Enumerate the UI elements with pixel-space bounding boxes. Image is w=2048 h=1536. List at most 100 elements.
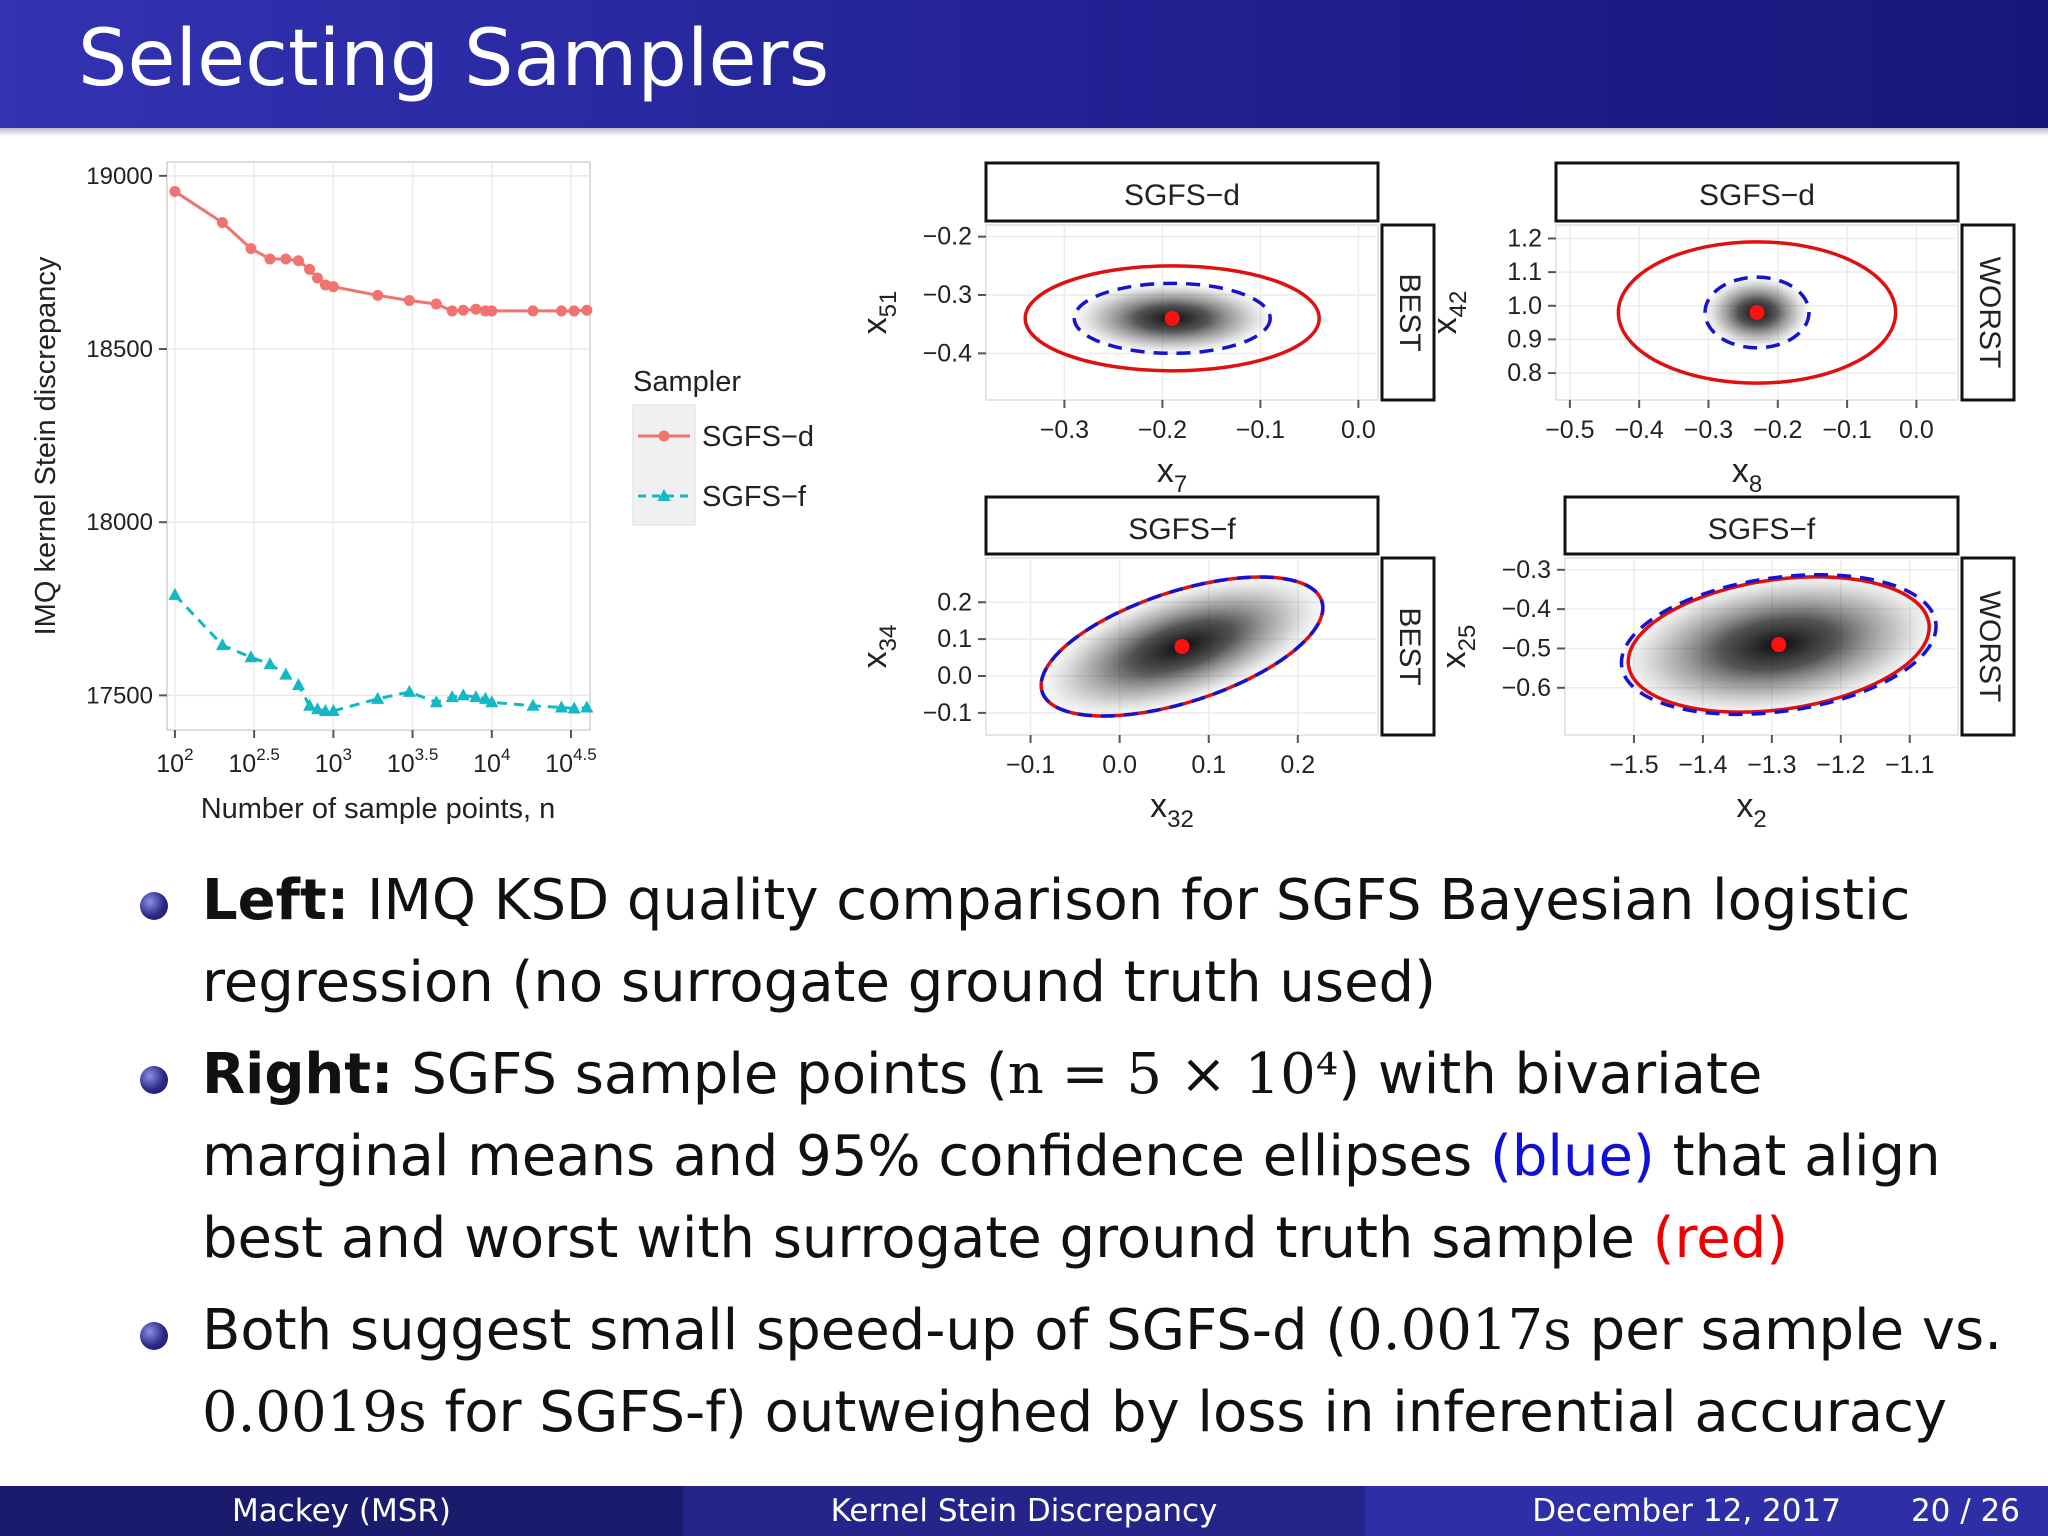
x-tick-label: −0.2 [1138, 416, 1187, 444]
y-axis-subscript: 51 [875, 291, 902, 318]
bullet-text: per sample vs. [1571, 1298, 2002, 1363]
y-tick-label: 1.0 [1507, 292, 1542, 320]
mean-point [1164, 310, 1180, 326]
y-tick-label: 0.9 [1507, 325, 1542, 353]
legend-key-box [632, 404, 696, 526]
footer: Mackey (MSR) Kernel Stein Discrepancy De… [0, 1486, 2048, 1536]
bullet-lead: Left: [202, 868, 350, 933]
x-tick-exponent: 4 [501, 745, 510, 764]
footer-right: December 12, 2017 20 / 26 [1365, 1486, 2048, 1536]
side-strip-label: BEST [1393, 607, 1426, 685]
x-axis-var: x [1732, 452, 1749, 490]
y-tick-label: −0.5 [1502, 634, 1551, 662]
data-point-sgfs-f [429, 695, 443, 708]
data-point-sgfs-f [478, 691, 492, 704]
y-axis-subscript: 42 [1445, 291, 1472, 318]
x-tick-label: −0.4 [1614, 416, 1663, 444]
bullet-text: IMQ KSD quality comparison for SGFS Baye… [202, 868, 1911, 1015]
x-tick-label: 102.5 [228, 745, 279, 778]
legend-label-sgfs-d: SGFS−d [702, 421, 814, 453]
x-tick-label: −1.2 [1816, 751, 1865, 779]
x-tick-label: 0.0 [1341, 416, 1376, 444]
legend-marker-sgfs-f [657, 489, 671, 501]
blue-confidence-ellipse [1703, 275, 1811, 350]
data-point-sgfs-f [554, 700, 568, 713]
title-shadow [0, 128, 2048, 136]
x-tick-base: 10 [387, 750, 415, 778]
red-confidence-ellipse [1626, 575, 1931, 714]
data-point-sgfs-f [580, 700, 594, 713]
blue-confidence-ellipse [1072, 281, 1272, 356]
y-axis-label: IMQ kernel Stein discrepancy [30, 256, 62, 635]
x-axis-var: x [1157, 452, 1174, 490]
red-confidence-ellipse [1023, 264, 1321, 373]
mean-point [1749, 305, 1765, 320]
data-point-sgfs-f [371, 691, 385, 704]
x-tick-label: −0.1 [1822, 416, 1871, 444]
x-axis-label: x2 [1736, 787, 1766, 833]
y-tick-label: 0.0 [937, 662, 972, 690]
x-tick-exponent: 3 [343, 745, 352, 764]
y-tick-label: −0.4 [1502, 595, 1551, 623]
x-axis-subscript: 2 [1753, 806, 1766, 833]
x-axis-var: x [1736, 787, 1753, 825]
y-tick-label: −0.6 [1502, 674, 1551, 702]
y-axis-var: x [856, 651, 894, 668]
x-tick-label: −0.5 [1545, 416, 1594, 444]
x-tick-label: 104 [473, 745, 510, 778]
y-axis-var: x [1426, 317, 1464, 334]
y-tick-label: 18000 [86, 509, 153, 536]
data-point-sgfs-d [245, 243, 257, 255]
data-point-sgfs-d [403, 295, 415, 307]
red-label: (red) [1652, 1206, 1789, 1271]
data-point-sgfs-d [327, 281, 339, 293]
x-axis-var: x [1150, 787, 1167, 825]
footer-date: December 12, 2017 [1532, 1493, 1841, 1529]
bullet-text: Both suggest small speed-up of SGFS-d ( [202, 1298, 1348, 1363]
math-n: n = 5 × 10⁴ [1007, 1042, 1339, 1107]
y-tick-label: 0.1 [937, 625, 972, 653]
series-line-sgfs-d [174, 190, 587, 313]
slide-title: Selecting Samplers [78, 14, 830, 104]
bullet-right: Right: SGFS sample points (n = 5 × 10⁴) … [140, 1034, 2020, 1280]
side-strip [1380, 223, 1436, 402]
scatter-panel-4: SGFS−f WORST −1.5 −1.4 −1.3 −1.2 −1.1 −0.3 −0.4 −… [1435, 495, 2016, 833]
x-tick-exponent: 4.5 [573, 745, 597, 764]
x-tick-exponent: 2.5 [256, 745, 280, 764]
data-point-sgfs-d [555, 305, 567, 317]
x-axis-subscript: 32 [1167, 806, 1194, 833]
data-point-sgfs-d [470, 303, 482, 315]
x-tick-label: −1.4 [1678, 751, 1727, 779]
data-point-sgfs-f [526, 698, 540, 711]
data-point-sgfs-d [312, 272, 324, 284]
data-point-sgfs-f [311, 702, 325, 715]
x-tick-label: −1.1 [1885, 751, 1934, 779]
side-strip-label: BEST [1393, 273, 1426, 351]
y-axis-label: x25 [1435, 625, 1481, 669]
side-strip-label: WORST [1973, 591, 2006, 703]
data-point-sgfs-d [169, 185, 181, 197]
data-point-sgfs-f [215, 638, 229, 651]
x-tick-label: 103.5 [387, 745, 438, 778]
data-point-sgfs-d [457, 304, 469, 316]
data-point-sgfs-f [303, 698, 317, 711]
y-tick-label: 0.8 [1507, 359, 1542, 387]
y-axis-subscript: 34 [875, 625, 902, 652]
y-tick-label: 19000 [86, 163, 153, 190]
data-point-sgfs-d [304, 263, 316, 275]
bullet-text: for SGFS-f) outweighed by loss in infere… [426, 1380, 1948, 1445]
y-tick-label: 17500 [86, 682, 153, 709]
x-tick-label: 102 [156, 745, 193, 778]
x-tick-exponent: 3.5 [415, 745, 439, 764]
bullet-marker [140, 1322, 168, 1350]
legend-marker-sgfs-d [658, 430, 670, 442]
data-point-sgfs-d [527, 305, 539, 317]
y-tick-label: −0.3 [1502, 556, 1551, 584]
math-time-d: 0.0017s [1347, 1298, 1572, 1363]
x-tick-base: 10 [315, 750, 343, 778]
facet-label: SGFS−d [1699, 179, 1815, 212]
x-axis-subscript: 7 [1174, 471, 1187, 498]
data-point-sgfs-d [216, 217, 228, 229]
